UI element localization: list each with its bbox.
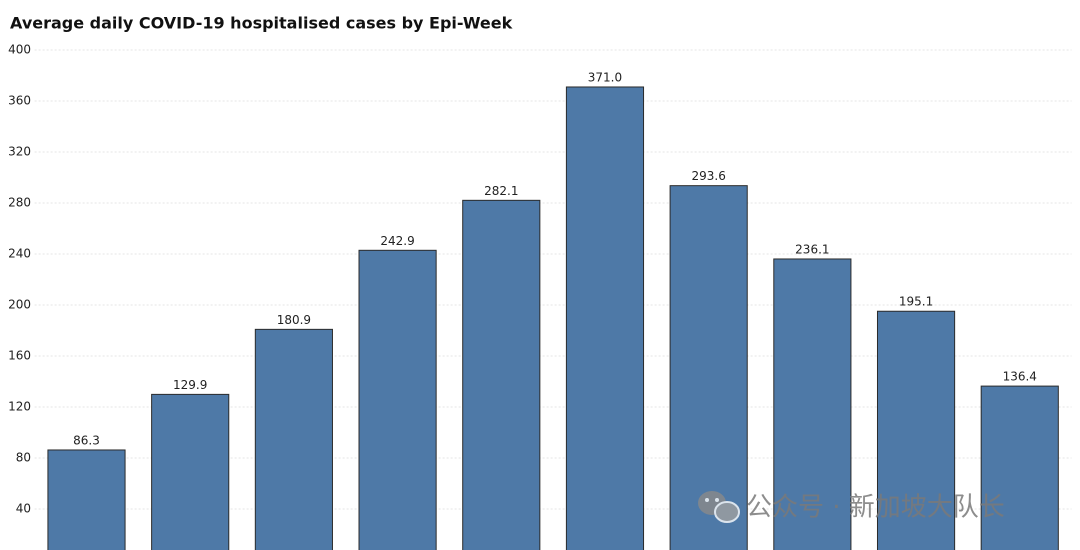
bar <box>151 393 230 550</box>
bar <box>254 328 333 550</box>
data-label: 180.9 <box>277 313 311 327</box>
y-tick-label: 320 <box>8 145 31 159</box>
bar <box>565 86 645 550</box>
bar <box>980 385 1059 550</box>
y-tick-label: 400 <box>8 43 31 57</box>
data-label: 236.1 <box>795 242 829 256</box>
data-label: 195.1 <box>899 295 933 309</box>
data-label: 293.6 <box>691 169 725 183</box>
chart-title: Average daily COVID-19 hospitalised case… <box>10 14 513 33</box>
bar <box>47 449 126 550</box>
y-tick-label: 120 <box>8 400 31 414</box>
bar <box>773 258 852 550</box>
watermark-icon <box>698 491 740 523</box>
bar <box>358 249 437 550</box>
y-tick-label: 80 <box>16 451 31 465</box>
bar <box>462 199 541 550</box>
data-label: 282.1 <box>484 184 518 198</box>
data-label: 129.9 <box>173 378 207 392</box>
y-tick-label: 40 <box>16 502 31 516</box>
bar <box>669 185 748 550</box>
data-label: 86.3 <box>73 433 100 447</box>
y-tick-label: 200 <box>8 298 31 312</box>
data-label: 242.9 <box>380 234 414 248</box>
watermark: 公众号 · 新加坡大队长 <box>746 493 1005 523</box>
y-tick-label: 160 <box>8 349 31 363</box>
y-tick-label: 360 <box>8 94 31 108</box>
data-label: 371.0 <box>588 70 622 84</box>
bar <box>876 310 956 550</box>
data-label: 136.4 <box>1003 370 1037 384</box>
y-tick-label: 240 <box>8 247 31 261</box>
y-tick-label: 280 <box>8 196 31 210</box>
